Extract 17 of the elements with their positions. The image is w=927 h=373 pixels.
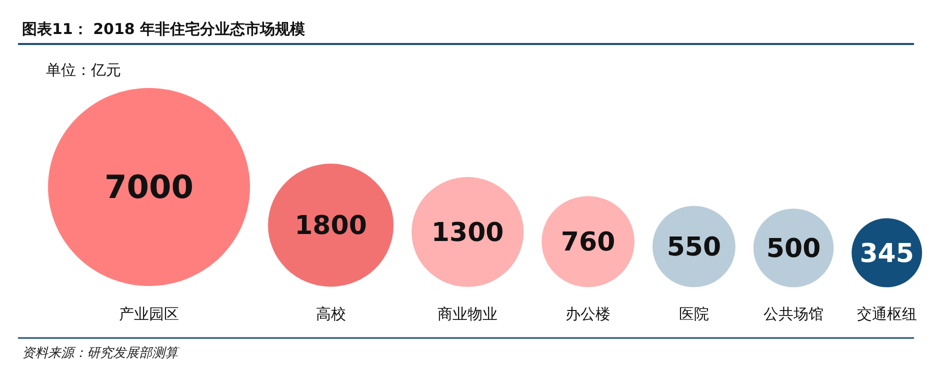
category-label: 产业园区 bbox=[119, 305, 179, 323]
category-label: 高校 bbox=[316, 305, 346, 323]
text: 单位：亿元 bbox=[46, 61, 121, 79]
data-label: 500 bbox=[766, 234, 821, 264]
data-label: 1300 bbox=[431, 218, 504, 248]
data-label: 550 bbox=[666, 232, 722, 263]
data-label: 7000 bbox=[104, 168, 194, 206]
category-label: 办公楼 bbox=[566, 305, 611, 323]
category-label: 交通枢纽 bbox=[856, 305, 917, 323]
data-label: 760 bbox=[560, 228, 616, 258]
text: 图表11： 2018 年非住宅分业态市场规模 bbox=[22, 20, 306, 38]
data-label: 345 bbox=[860, 238, 914, 269]
category-label: 商业物业 bbox=[438, 305, 498, 323]
text: 资料来源：研究发展部测算 bbox=[22, 346, 180, 361]
category-label: 医院 bbox=[678, 305, 709, 323]
category-label: 公共场馆 bbox=[764, 305, 824, 323]
data-label: 1800 bbox=[294, 211, 367, 242]
